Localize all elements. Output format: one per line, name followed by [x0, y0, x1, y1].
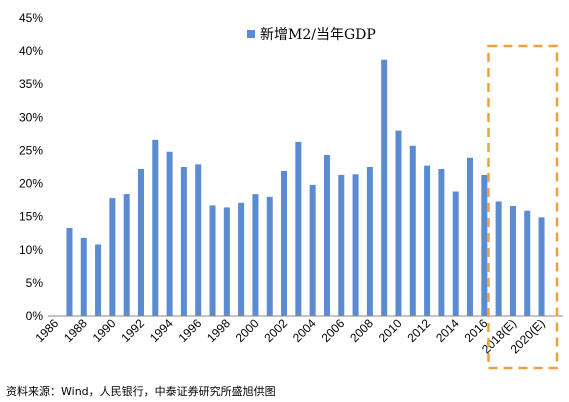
bar-1998	[223, 207, 230, 316]
bar-1997	[209, 205, 216, 316]
y-tick-label: 20%	[19, 177, 43, 191]
x-tick-label: 1992	[118, 316, 147, 345]
legend-label: 新增M2/当年GDP	[260, 27, 376, 43]
bar-1989	[95, 244, 102, 316]
bar-2020(E)	[538, 217, 545, 316]
y-tick-label: 40%	[19, 44, 43, 58]
bar-2005	[323, 155, 330, 316]
bar-2006	[338, 174, 345, 316]
x-tick-label: 1994	[147, 316, 176, 345]
bar-1993	[152, 139, 159, 316]
y-tick-label: 30%	[19, 110, 43, 124]
bar-1991	[123, 194, 130, 316]
bar-series	[66, 59, 545, 316]
y-tick-label: 45%	[19, 11, 43, 25]
legend-swatch	[247, 30, 255, 38]
y-tick-label: 10%	[19, 243, 43, 257]
x-tick-label: 2012	[404, 316, 433, 345]
bar-2013	[438, 168, 445, 316]
y-tick-label: 15%	[19, 210, 43, 224]
x-tick-label: 2000	[233, 316, 262, 345]
bar-2000	[252, 194, 259, 316]
bar-1992	[137, 168, 144, 316]
bar-2014	[452, 191, 459, 316]
bar-2004	[309, 184, 316, 316]
x-tick-label: 2004	[290, 316, 319, 345]
bar-2002	[281, 170, 288, 316]
x-tick-label: 2006	[319, 316, 348, 345]
bar-1996	[195, 164, 202, 316]
x-tick-label: 1990	[90, 316, 119, 345]
bar-1995	[180, 167, 187, 316]
x-tick-label: 1998	[204, 316, 233, 345]
x-axis-tick-labels: 1986 1988 1990 1992 1994 1996 1998 2000 2002 2004…	[32, 316, 547, 356]
bar-2003	[295, 141, 302, 316]
bar-2012	[424, 165, 431, 316]
y-tick-label: 35%	[19, 77, 43, 91]
y-tick-label: 0%	[26, 309, 44, 323]
bar-2008	[366, 167, 373, 316]
y-tick-label: 5%	[26, 276, 44, 290]
legend: 新增M2/当年GDP	[247, 27, 376, 43]
bar-1987	[66, 227, 73, 316]
bar-2007	[352, 174, 359, 316]
y-tick-label: 25%	[19, 143, 43, 157]
x-tick-label: 2002	[261, 316, 290, 345]
bar-1994	[166, 151, 173, 316]
bar-2016	[481, 174, 488, 316]
x-tick-label: 1988	[61, 316, 90, 345]
y-axis-tick-labels: 0% 5% 10% 15% 20% 25% 30% 35% 40% 45%	[19, 11, 43, 323]
source-note: 资料来源：Wind，人民银行，中泰证券研究所盛旭供图	[6, 385, 276, 398]
bar-1990	[109, 198, 116, 316]
bar-2018(E)	[509, 206, 516, 316]
bar-1999	[238, 202, 245, 316]
bar-2011	[409, 145, 416, 316]
x-tick-label: 2014	[433, 316, 462, 345]
bar-2019	[524, 210, 531, 316]
x-tick-label: 1996	[176, 316, 205, 345]
forecast-highlight-box	[487, 44, 559, 370]
bar-2010	[395, 130, 402, 316]
bar-2015	[467, 157, 474, 316]
bar-2017	[495, 201, 502, 316]
bar-1988	[80, 237, 87, 316]
bar-2001	[266, 196, 273, 316]
x-tick-label: 2008	[347, 316, 376, 345]
bar-2009	[381, 59, 388, 316]
x-tick-label: 2010	[376, 316, 405, 345]
